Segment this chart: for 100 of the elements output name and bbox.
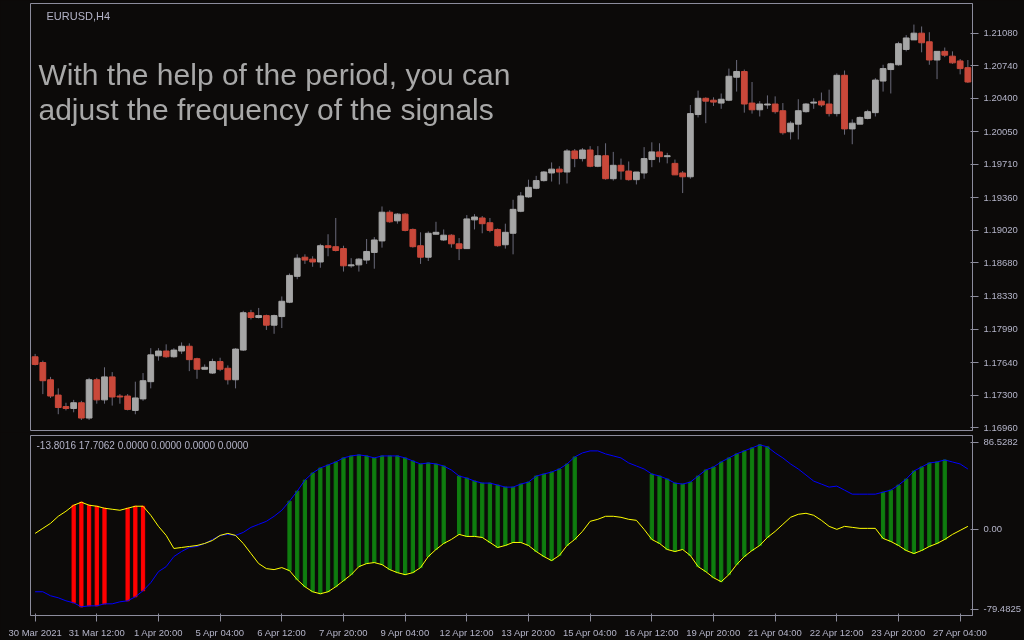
candlestick bbox=[316, 243, 324, 269]
bar bbox=[518, 483, 523, 543]
bar bbox=[934, 461, 940, 544]
text: EURUSD,H4 bbox=[46, 9, 111, 22]
annotation: With the help of the period, you can bbox=[38, 57, 511, 91]
y-tick-label: 1.20400 bbox=[983, 92, 1018, 104]
x-tick-label: 12 Apr 12:00 bbox=[439, 626, 494, 638]
y-tick-label: 1.16960 bbox=[983, 421, 1018, 433]
y-tick-label: -79.4825 bbox=[983, 603, 1022, 615]
y-tick-label: 1.19360 bbox=[983, 191, 1018, 203]
bar bbox=[680, 483, 685, 550]
bar bbox=[503, 486, 508, 546]
candlestick bbox=[555, 165, 563, 185]
bar bbox=[711, 466, 716, 579]
y-tick-label: 0.00 bbox=[983, 523, 1002, 535]
y-tick-label: 1.21080 bbox=[983, 27, 1018, 39]
line-series bbox=[34, 501, 969, 595]
bar bbox=[487, 482, 493, 543]
bar bbox=[564, 463, 570, 546]
bar bbox=[896, 484, 901, 546]
bar bbox=[310, 472, 315, 593]
annotation: adjust the frequency of the signals bbox=[38, 92, 494, 126]
bar bbox=[688, 481, 693, 557]
bar bbox=[333, 461, 338, 588]
bar bbox=[672, 482, 678, 553]
bar bbox=[495, 484, 500, 548]
bar bbox=[94, 505, 99, 607]
bar bbox=[757, 444, 762, 546]
bar bbox=[734, 453, 739, 566]
bar bbox=[480, 482, 485, 538]
bar bbox=[410, 460, 415, 574]
x-tick-label: 30 Mar 2021 bbox=[8, 626, 62, 638]
bar bbox=[749, 447, 755, 551]
bar bbox=[657, 475, 662, 544]
bar bbox=[927, 462, 932, 547]
bar bbox=[125, 507, 130, 602]
x-tick-label: 22 Apr 12:00 bbox=[809, 626, 864, 638]
bar bbox=[426, 462, 431, 558]
candlestick bbox=[602, 142, 609, 181]
bar bbox=[549, 471, 554, 562]
candlestick bbox=[563, 148, 571, 184]
candlestick bbox=[77, 400, 85, 421]
bar bbox=[86, 504, 92, 607]
x-tick-label: 21 Apr 04:00 bbox=[747, 626, 802, 638]
bar bbox=[318, 467, 323, 595]
x-tick-label: 15 Apr 04:00 bbox=[562, 626, 617, 638]
bar bbox=[880, 491, 886, 539]
bar bbox=[534, 475, 539, 553]
bar bbox=[441, 465, 446, 544]
candlestick bbox=[609, 151, 617, 182]
y-tick-label: 1.19710 bbox=[983, 158, 1018, 170]
x-tick-label: 6 Apr 12:00 bbox=[257, 626, 306, 638]
bar bbox=[379, 455, 385, 566]
candlestick bbox=[93, 377, 101, 405]
y-tick-label: 1.18680 bbox=[983, 256, 1018, 268]
bar bbox=[464, 477, 469, 537]
bar bbox=[364, 455, 369, 565]
x-tick-label: 23 Apr 20:00 bbox=[871, 626, 926, 638]
x-tick-label: 13 Apr 20:00 bbox=[501, 626, 556, 638]
bar bbox=[904, 478, 909, 551]
bar bbox=[372, 457, 377, 564]
x-tick-label: 19 Apr 20:00 bbox=[686, 626, 741, 638]
candlestick bbox=[933, 50, 941, 80]
bar bbox=[71, 504, 76, 604]
bar bbox=[742, 450, 747, 558]
bar bbox=[349, 455, 354, 576]
candlestick bbox=[656, 142, 663, 163]
bar bbox=[133, 505, 138, 598]
bar bbox=[102, 507, 107, 605]
bar bbox=[719, 461, 724, 583]
bar bbox=[510, 486, 516, 543]
x-tick-label: 27 Apr 04:00 bbox=[932, 626, 987, 638]
bar bbox=[911, 470, 917, 555]
bar bbox=[888, 489, 893, 542]
bar bbox=[703, 469, 708, 573]
bar bbox=[418, 463, 423, 569]
bar bbox=[541, 473, 547, 558]
candlestick bbox=[571, 148, 579, 168]
bar bbox=[356, 454, 362, 568]
bar bbox=[302, 479, 308, 588]
y-tick-label: 1.17990 bbox=[983, 323, 1018, 335]
bar bbox=[726, 457, 732, 576]
y-tick-label: 1.19020 bbox=[983, 224, 1018, 236]
bar bbox=[695, 475, 701, 568]
bar bbox=[140, 505, 146, 592]
bar bbox=[456, 475, 462, 535]
chart-subtitle: -13.8016 17.7062 0.0000 0.0000 0.0000 0.0000 bbox=[36, 439, 249, 451]
x-tick-label: 5 Apr 04:00 bbox=[195, 626, 245, 638]
bar bbox=[942, 459, 947, 540]
y-tick-label: 1.18330 bbox=[983, 290, 1018, 302]
y-tick-label: 1.17300 bbox=[983, 389, 1018, 401]
bar bbox=[919, 466, 924, 551]
bar bbox=[295, 490, 300, 581]
x-tick-label: 31 Mar 12:00 bbox=[68, 626, 125, 638]
bar bbox=[433, 463, 439, 550]
y-tick-label: 86.5282 bbox=[983, 436, 1018, 448]
bar bbox=[649, 473, 654, 540]
bar bbox=[572, 456, 577, 540]
bar bbox=[557, 468, 562, 557]
bar bbox=[287, 500, 292, 572]
